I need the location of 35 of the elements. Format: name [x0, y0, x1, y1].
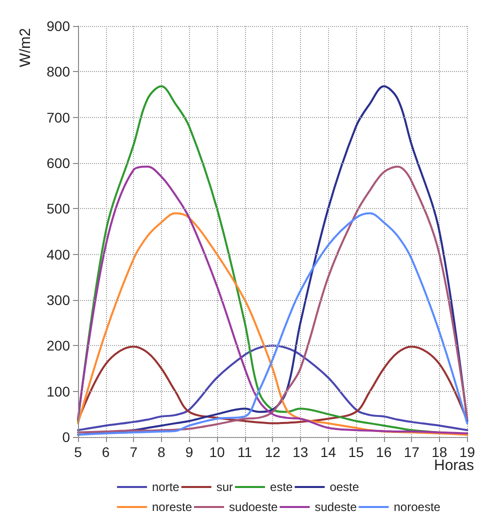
y-tick-label: 500	[46, 200, 70, 217]
legend-label: oeste	[330, 480, 360, 494]
x-tick-label: 13	[292, 444, 308, 460]
y-tick-label: 200	[46, 338, 70, 354]
legend-label: noroeste	[394, 500, 441, 514]
legend-label: sudeste	[314, 500, 358, 514]
x-tick-label: 19	[459, 444, 476, 460]
x-tick-label: 11	[238, 444, 252, 460]
y-tick-label: 300	[46, 292, 70, 308]
x-tick-label: 5	[74, 444, 82, 460]
x-tick-label: 12	[264, 444, 281, 460]
y-tick-label: 0	[62, 429, 70, 445]
y-tick-label: 400	[46, 246, 70, 262]
y-tick-label: 800	[46, 64, 70, 80]
x-tick-label: 16	[376, 444, 392, 460]
x-tick-label: 15	[348, 444, 364, 460]
legend-label: sudoeste	[229, 500, 278, 514]
x-tick-label: 18	[432, 444, 448, 460]
x-tick-label: 17	[404, 444, 420, 460]
x-tick-label: 10	[209, 444, 225, 460]
x-tick-label: 8	[158, 444, 166, 460]
x-axis-title: Horas	[434, 457, 474, 474]
y-tick-label: 700	[46, 109, 70, 126]
x-tick-label: 9	[185, 444, 194, 460]
y-tick-label: 900	[46, 18, 70, 34]
legend-label: norte	[152, 480, 180, 494]
legend-label: este	[270, 480, 294, 494]
y-axis-title: W/m2	[17, 28, 34, 68]
legend-label: sur	[216, 480, 234, 494]
x-tick-label: 6	[102, 444, 110, 460]
y-tick-label: 100	[46, 383, 70, 400]
y-tick-label: 600	[46, 155, 70, 171]
legend-label: noreste	[152, 500, 192, 514]
x-tick-label: 7	[130, 444, 138, 460]
x-tick-label: 14	[320, 444, 336, 460]
